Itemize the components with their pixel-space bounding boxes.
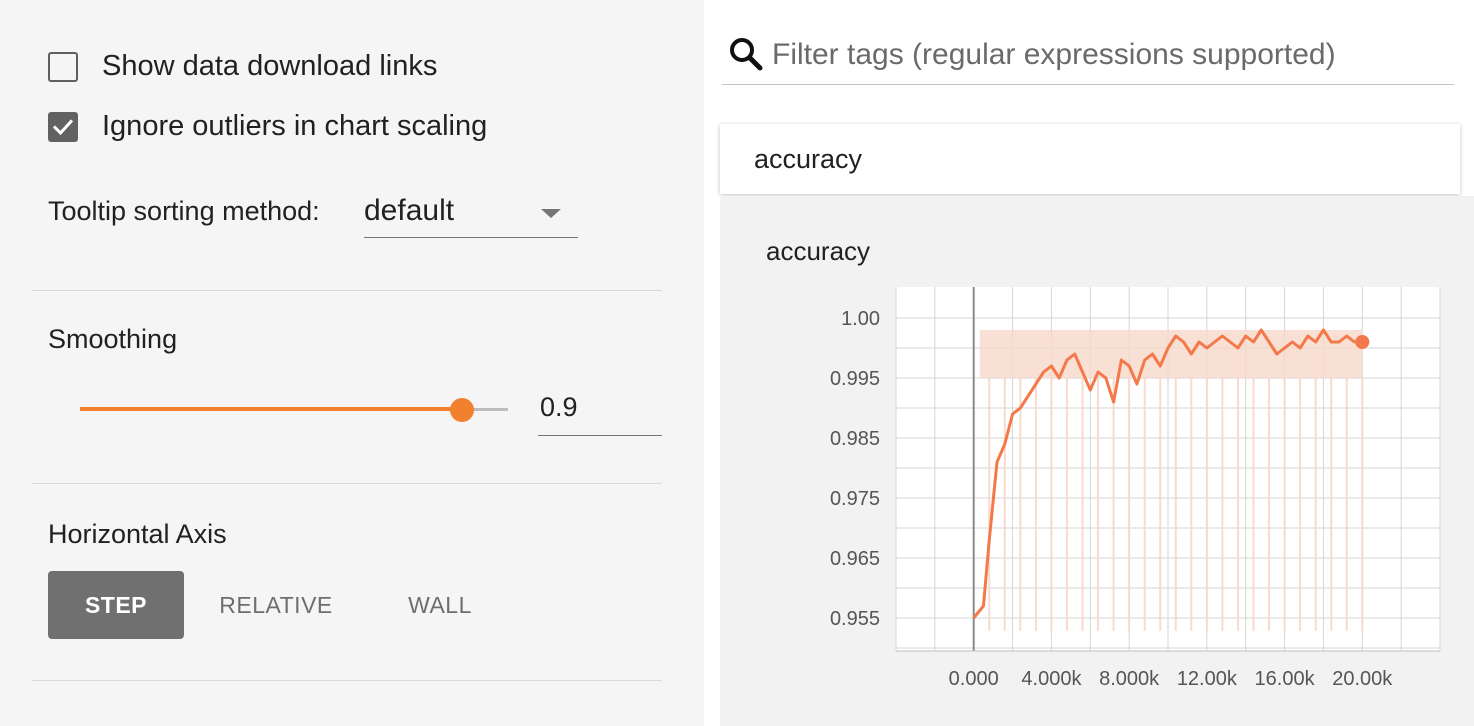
tooltip-sorting-label: Tooltip sorting method: xyxy=(48,196,320,226)
section-divider xyxy=(32,290,662,291)
smoothing-input[interactable]: 0.9 xyxy=(538,390,662,436)
y-tick-label: 1.00 xyxy=(841,308,880,330)
y-tick-label: 0.965 xyxy=(830,548,880,570)
checkmark-icon xyxy=(52,118,74,135)
section-divider xyxy=(32,680,662,681)
x-tick-label: 12.00k xyxy=(1177,668,1238,690)
y-tick-label: 0.975 xyxy=(830,488,880,510)
tooltip-sorting-row: Tooltip sorting method: default xyxy=(48,194,578,238)
y-tick-label: 0.955 xyxy=(830,608,880,630)
tag-filter-placeholder: Filter tags (regular expressions support… xyxy=(772,38,1336,71)
axis-relative-button[interactable]: RELATIVE xyxy=(219,591,333,618)
slider-track xyxy=(460,408,508,411)
horizontal-axis-title: Horizontal Axis xyxy=(48,519,227,549)
axis-wall-button[interactable]: WALL xyxy=(408,591,472,618)
y-tick-label: 0.995 xyxy=(830,368,880,390)
slider-track-fill xyxy=(80,407,462,411)
x-tick-label: 16.00k xyxy=(1255,668,1316,690)
tag-group-header[interactable]: accuracy xyxy=(720,124,1460,194)
x-tick-label: 20.00k xyxy=(1332,668,1393,690)
tooltip-sorting-dropdown[interactable]: default xyxy=(364,194,578,238)
dropdown-arrow-icon xyxy=(541,209,561,218)
tooltip-sorting-value: default xyxy=(364,194,455,227)
slider-thumb[interactable] xyxy=(450,398,474,422)
section-divider xyxy=(32,483,662,484)
x-tick-label: 8.000k xyxy=(1099,668,1160,690)
axis-step-button[interactable]: STEP xyxy=(48,571,184,639)
ignore-outliers-checkbox[interactable] xyxy=(48,111,78,142)
ignore-outliers-row[interactable]: Ignore outliers in chart scaling xyxy=(48,110,487,143)
tag-group-name: accuracy xyxy=(754,144,863,174)
smoothing-slider[interactable] xyxy=(80,398,510,422)
series-end-marker xyxy=(1355,335,1370,349)
show-download-links-row[interactable]: Show data download links xyxy=(48,50,437,83)
accuracy-chart[interactable]: 1.00 0.995 0.985 0.975 0.965 0.955 0.000 4.000k… xyxy=(720,270,1460,700)
raw-value-band xyxy=(979,330,1363,378)
search-icon xyxy=(730,38,763,71)
chart-title: accuracy xyxy=(766,236,871,266)
show-download-links-label: Show data download links xyxy=(102,50,438,82)
tag-filter-input[interactable]: Filter tags (regular expressions support… xyxy=(722,30,1454,85)
sidebar: Show data download links Ignore outliers… xyxy=(0,0,704,726)
show-download-links-checkbox[interactable] xyxy=(48,51,78,82)
x-tick-label: 0.000 xyxy=(949,668,999,690)
smoothing-title: Smoothing xyxy=(48,324,178,354)
y-tick-label: 0.985 xyxy=(830,428,880,450)
x-tick-label: 4.000k xyxy=(1021,668,1082,690)
smoothing-value: 0.9 xyxy=(540,392,578,422)
accuracy-series-line xyxy=(972,328,1363,619)
ignore-outliers-label: Ignore outliers in chart scaling xyxy=(102,110,488,142)
